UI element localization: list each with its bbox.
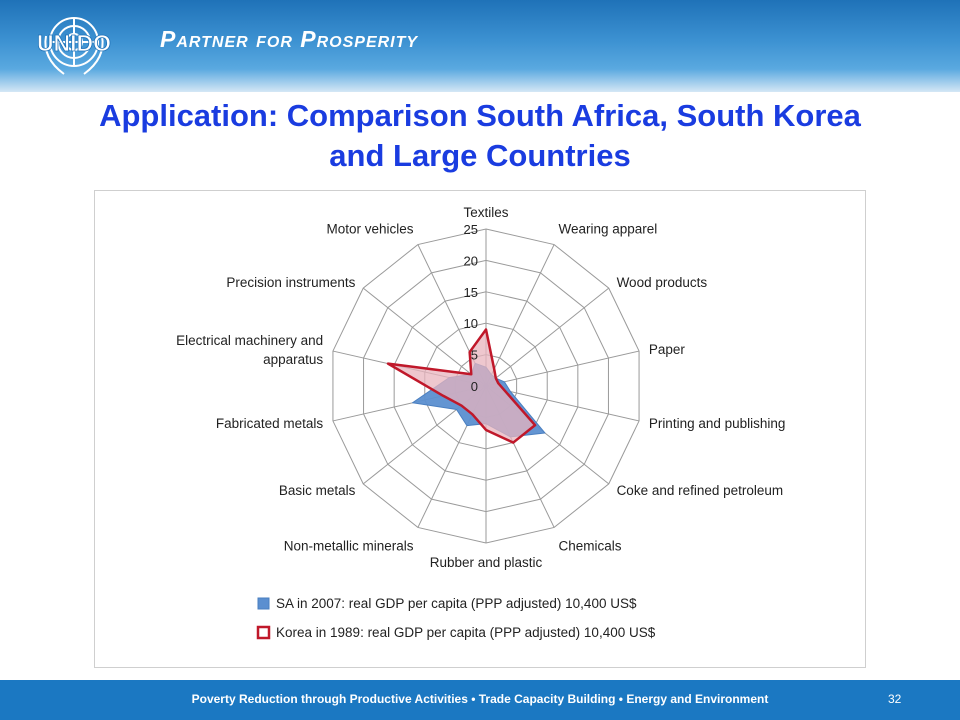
tick-label: 20: [464, 253, 478, 268]
legend-label-2: Korea in 1989: real GDP per capita (PPP …: [276, 625, 656, 640]
axis-label-line: Textiles: [463, 205, 508, 220]
radar-chart: 0 5 10 15 20 25 Textiles Wearing apparel Wood pr…: [176, 205, 786, 640]
axis-label: Fabricated metals: [216, 416, 324, 431]
axis-label-line: Electrical machinery and: [176, 333, 323, 348]
axis-label: Chemicals: [558, 538, 621, 553]
axis-spoke: [362, 287, 487, 387]
tick-label: 15: [464, 285, 478, 300]
slide-title-line1: Application: Comparison South Africa, So…: [99, 98, 861, 133]
axis-label: Non-metallic minerals: [284, 538, 414, 553]
axis-label: Wood products: [617, 275, 708, 290]
axis-label-line: Paper: [649, 342, 686, 357]
axis-label: Textiles: [463, 205, 508, 220]
radar-chart-frame: 0 5 10 15 20 25 Textiles Wearing apparel Wood pr…: [94, 190, 866, 668]
slide-title: Application: Comparison South Africa, So…: [0, 96, 960, 176]
axis-label: Rubber and plastic: [430, 555, 543, 570]
axis-label-line: Wood products: [617, 275, 708, 290]
axis-label-line: Motor vehicles: [326, 222, 413, 237]
axis-label: Precision instruments: [226, 275, 355, 290]
axis-label-line: Fabricated metals: [216, 416, 324, 431]
axis-label-line: Non-metallic minerals: [284, 538, 414, 553]
header-banner: UNIDO Partner for Prosperity: [0, 0, 960, 92]
axis-spoke: [485, 244, 555, 387]
axis-label-line: Chemicals: [558, 538, 621, 553]
footer-text: Poverty Reduction through Productive Act…: [191, 692, 769, 706]
axis-label: Basic metals: [279, 483, 356, 498]
axis-label-line: Printing and publishing: [649, 416, 786, 431]
axis-spoke: [485, 350, 640, 387]
footer-bar: Poverty Reduction through Productive Act…: [0, 680, 960, 720]
tick-label: 25: [464, 222, 478, 237]
legend-swatch-2: [256, 625, 271, 640]
axis-spoke: [485, 385, 640, 422]
axis-spoke: [485, 287, 610, 387]
axis-label-line: Precision instruments: [226, 275, 355, 290]
legend-swatch-1: [257, 597, 270, 610]
axis-label: Coke and refined petroleum: [617, 483, 784, 498]
tagline: Partner for Prosperity: [160, 26, 419, 52]
tick-label: 5: [471, 348, 478, 363]
slide-title-line2: and Large Countries: [329, 138, 631, 173]
legend-label-1: SA in 2007: real GDP per capita (PPP adj…: [276, 596, 637, 611]
series-area-2: [386, 328, 537, 444]
un-emblem-logo: UNIDO: [37, 17, 111, 75]
logo-text: UNIDO: [37, 30, 111, 56]
axis-label: Electrical machinery and apparatus: [176, 333, 323, 367]
page-number: 32: [888, 692, 902, 706]
axis-label: Motor vehicles: [326, 222, 413, 237]
axis-label-line: Basic metals: [279, 483, 356, 498]
axis-label-line: Coke and refined petroleum: [617, 483, 784, 498]
axis-label-line: Rubber and plastic: [430, 555, 543, 570]
tick-label: 0: [471, 379, 478, 394]
axis-label: Paper: [649, 342, 686, 357]
axis-label: Printing and publishing: [649, 416, 786, 431]
axis-label-line: Wearing apparel: [558, 222, 657, 237]
axis-label-line: apparatus: [263, 352, 323, 367]
tick-label: 10: [464, 316, 478, 331]
axis-label: Wearing apparel: [558, 222, 657, 237]
